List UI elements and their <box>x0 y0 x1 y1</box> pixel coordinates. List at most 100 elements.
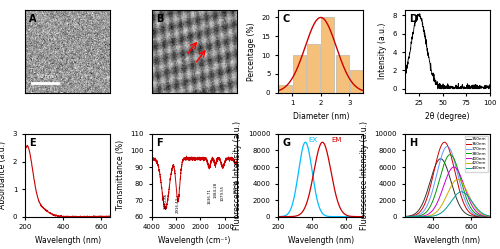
420nm <box>454 178 460 181</box>
400nm <box>452 166 458 169</box>
350nm <box>438 157 444 160</box>
370nm <box>448 149 454 152</box>
350nm <box>442 163 448 166</box>
Bar <box>336 55 348 93</box>
X-axis label: Wavelength (cm⁻¹): Wavelength (cm⁻¹) <box>158 236 230 245</box>
360nm <box>402 215 407 218</box>
360nm <box>472 214 478 217</box>
440nm <box>458 190 464 193</box>
Text: 1384.28: 1384.28 <box>214 182 218 198</box>
420nm <box>402 215 407 218</box>
420nm <box>485 215 491 218</box>
420nm <box>472 205 478 208</box>
Text: D: D <box>409 14 417 24</box>
Bar <box>307 44 320 93</box>
350nm <box>485 215 491 218</box>
Text: G: G <box>282 138 290 148</box>
X-axis label: Wavelength (nm): Wavelength (nm) <box>414 236 480 245</box>
440nm <box>442 207 448 210</box>
X-axis label: Wavelength (nm): Wavelength (nm) <box>288 236 354 245</box>
370nm <box>487 215 493 218</box>
400nm <box>442 180 448 183</box>
360nm <box>448 154 454 157</box>
X-axis label: Diameter (nm): Diameter (nm) <box>292 112 349 121</box>
440nm <box>402 215 407 218</box>
400nm <box>402 215 407 218</box>
350nm <box>402 215 407 218</box>
Bar <box>278 85 291 93</box>
Line: 400nm: 400nm <box>404 167 490 217</box>
380nm <box>472 211 478 214</box>
Y-axis label: Intensity (a.u.): Intensity (a.u.) <box>378 23 387 79</box>
360nm <box>485 215 491 218</box>
Text: 1079.55: 1079.55 <box>221 185 225 201</box>
420nm <box>452 179 458 182</box>
380nm <box>442 160 448 163</box>
350nm <box>472 215 478 218</box>
400nm <box>448 168 454 171</box>
440nm <box>485 214 491 217</box>
Y-axis label: Fluorescence Intensity (a.u.): Fluorescence Intensity (a.u.) <box>234 121 242 230</box>
Text: 560.44: 560.44 <box>234 179 237 193</box>
Text: 50 nm: 50 nm <box>37 74 53 79</box>
Text: B: B <box>156 14 163 24</box>
440nm <box>448 200 454 203</box>
Bar <box>322 17 334 93</box>
370nm <box>402 215 407 218</box>
370nm <box>452 164 458 167</box>
Text: EX: EX <box>309 137 318 143</box>
400nm <box>442 179 448 182</box>
370nm <box>444 145 450 148</box>
380nm <box>487 215 493 218</box>
400nm <box>487 215 493 218</box>
Legend: 350nm, 360nm, 370nm, 380nm, 400nm, 420nm, 440nm: 350nm, 360nm, 370nm, 380nm, 400nm, 420nm… <box>464 136 488 172</box>
440nm <box>472 204 478 207</box>
360nm <box>443 141 449 144</box>
360nm <box>452 173 458 176</box>
380nm <box>452 161 458 164</box>
400nm <box>485 215 491 218</box>
380nm <box>442 159 448 162</box>
380nm <box>447 153 453 156</box>
380nm <box>448 153 454 156</box>
350nm <box>443 164 449 167</box>
Line: 380nm: 380nm <box>404 155 490 217</box>
370nm <box>485 215 491 218</box>
Y-axis label: Absorbance (a.u.): Absorbance (a.u.) <box>0 141 8 209</box>
Bar <box>350 70 363 93</box>
Line: 360nm: 360nm <box>404 142 490 217</box>
Bar <box>293 55 306 93</box>
Line: 440nm: 440nm <box>404 192 490 217</box>
420nm <box>448 185 454 188</box>
Text: E: E <box>30 138 36 148</box>
420nm <box>442 197 448 200</box>
Y-axis label: Fluorescence Intensity (a.u.): Fluorescence Intensity (a.u.) <box>360 121 369 230</box>
350nm <box>448 180 454 183</box>
Text: C: C <box>282 14 290 24</box>
350nm <box>452 194 458 197</box>
Line: 420nm: 420nm <box>404 180 490 217</box>
380nm <box>485 215 491 218</box>
Line: 370nm: 370nm <box>404 146 490 217</box>
Text: A: A <box>30 14 37 24</box>
Line: 350nm: 350nm <box>404 159 490 217</box>
420nm <box>442 196 448 199</box>
Text: 2916.43: 2916.43 <box>176 196 180 213</box>
380nm <box>402 215 407 218</box>
Text: 1636.71: 1636.71 <box>207 188 211 204</box>
350nm <box>487 215 493 218</box>
440nm <box>442 208 448 211</box>
X-axis label: Wavelength (nm): Wavelength (nm) <box>34 236 101 245</box>
400nm <box>472 208 478 211</box>
Text: 3430.86: 3430.86 <box>164 193 168 209</box>
Y-axis label: Transmittance (%): Transmittance (%) <box>116 140 125 210</box>
440nm <box>487 215 493 218</box>
Text: EM: EM <box>331 137 342 143</box>
370nm <box>472 213 478 216</box>
360nm <box>442 141 448 144</box>
370nm <box>442 146 448 149</box>
420nm <box>487 215 493 218</box>
X-axis label: 2θ (degree): 2θ (degree) <box>425 112 470 121</box>
400nm <box>451 166 457 169</box>
440nm <box>452 194 458 197</box>
